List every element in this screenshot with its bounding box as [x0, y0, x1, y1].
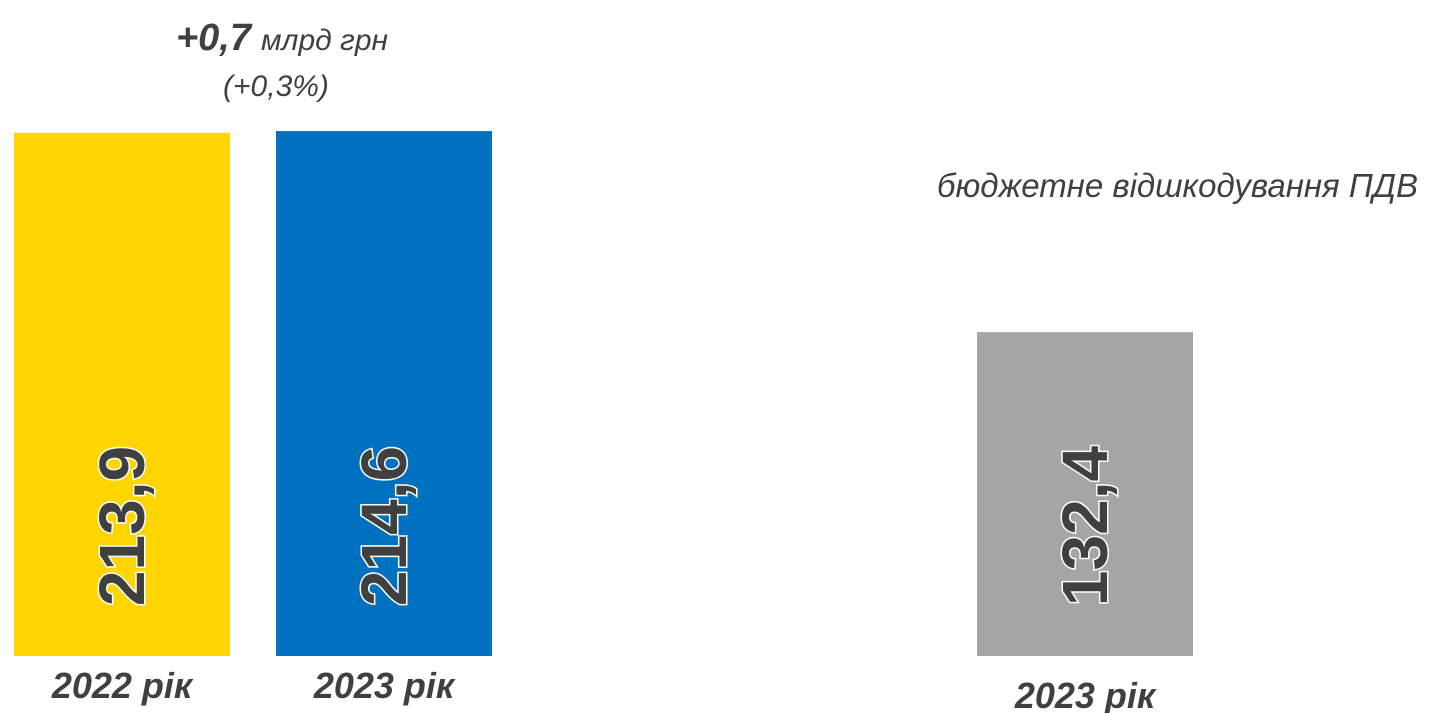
bar-value-label-0-1: 214,6 [348, 446, 420, 606]
bar-1-0 [977, 332, 1193, 656]
change-percent: (+0,3%) [223, 70, 329, 103]
right-chart-title: бюджетне відшкодування ПДВ [937, 167, 1418, 204]
change-annotation: +0,7 млрд грн [176, 17, 388, 59]
change-value: +0,7 [176, 17, 253, 59]
right-chart: 132,4 2023 рік [977, 332, 1193, 713]
bar-0-0 [14, 132, 230, 656]
bar-value-label-0-0: 213,9 [86, 446, 158, 606]
category-label-0-1: 2023 рік [313, 665, 456, 706]
category-label-0-0: 2022 рік [51, 665, 194, 706]
category-label-1-0: 2023 рік [1014, 675, 1157, 713]
change-unit: млрд грн [261, 24, 388, 57]
left-chart: 213,9 2022 рік 214,6 2023 рік [14, 131, 492, 706]
bar-value-label-1-0: 132,4 [1049, 446, 1121, 607]
bar-0-1 [276, 131, 492, 657]
